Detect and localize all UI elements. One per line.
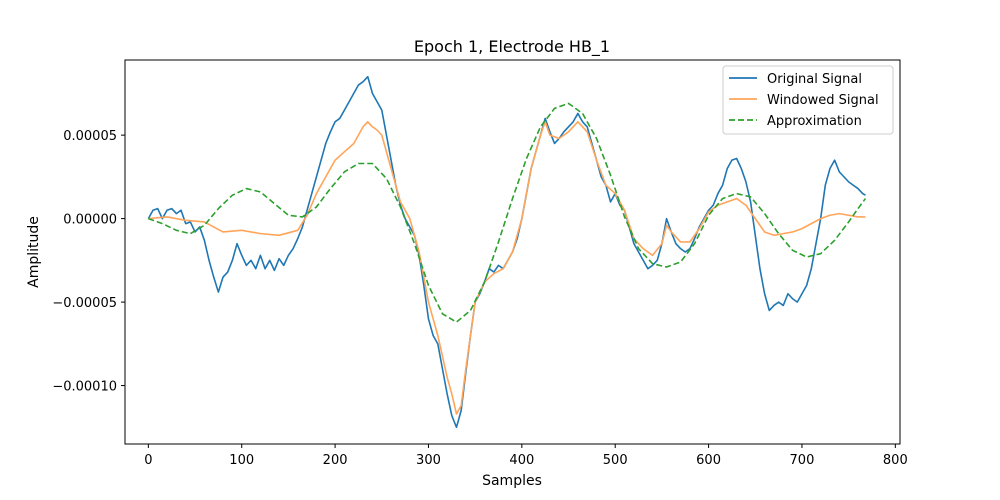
x-axis-label: Samples <box>482 473 542 489</box>
y-tick-label: −0.00010 <box>52 380 117 395</box>
legend-box <box>722 65 894 135</box>
x-tick-label: 200 <box>323 453 348 468</box>
chart-title: Epoch 1, Electrode HB_1 <box>414 37 610 57</box>
x-tick-label: 800 <box>883 453 908 468</box>
y-tick-label: 0.00005 <box>63 129 117 144</box>
x-tick-label: 0 <box>144 453 152 468</box>
plot-frame <box>124 59 901 445</box>
legend-label: Windowed Signal <box>767 93 879 108</box>
y-axis-label: Amplitude <box>26 216 42 288</box>
plot-area <box>124 59 901 445</box>
y-tick-label: −0.00005 <box>52 296 117 311</box>
legend-label: Approximation <box>767 114 862 129</box>
legend: Original Signal Windowed Signal Approximat… <box>722 65 894 135</box>
y-tick-label: 0.00000 <box>63 213 117 228</box>
series-layer <box>147 75 867 429</box>
x-tick-label: 500 <box>603 453 628 468</box>
x-tick-label: 100 <box>229 453 254 468</box>
series-line-1 <box>148 120 866 415</box>
series-line-2 <box>148 102 867 323</box>
y-axis: −0.00010 −0.00005 0.00000 0.00005 <box>52 129 125 395</box>
legend-label: Original Signal <box>767 72 862 87</box>
x-tick-label: 600 <box>696 453 721 468</box>
x-tick-label: 700 <box>790 453 815 468</box>
x-tick-label: 300 <box>416 453 441 468</box>
x-tick-label: 400 <box>509 453 534 468</box>
x-axis: 0 100 200 300 400 500 600 700 800 <box>144 444 908 468</box>
